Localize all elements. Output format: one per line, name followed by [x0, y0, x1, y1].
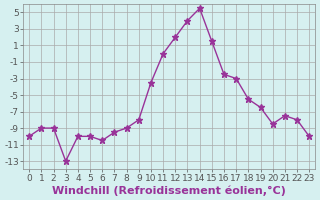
- X-axis label: Windchill (Refroidissement éolien,°C): Windchill (Refroidissement éolien,°C): [52, 185, 286, 196]
